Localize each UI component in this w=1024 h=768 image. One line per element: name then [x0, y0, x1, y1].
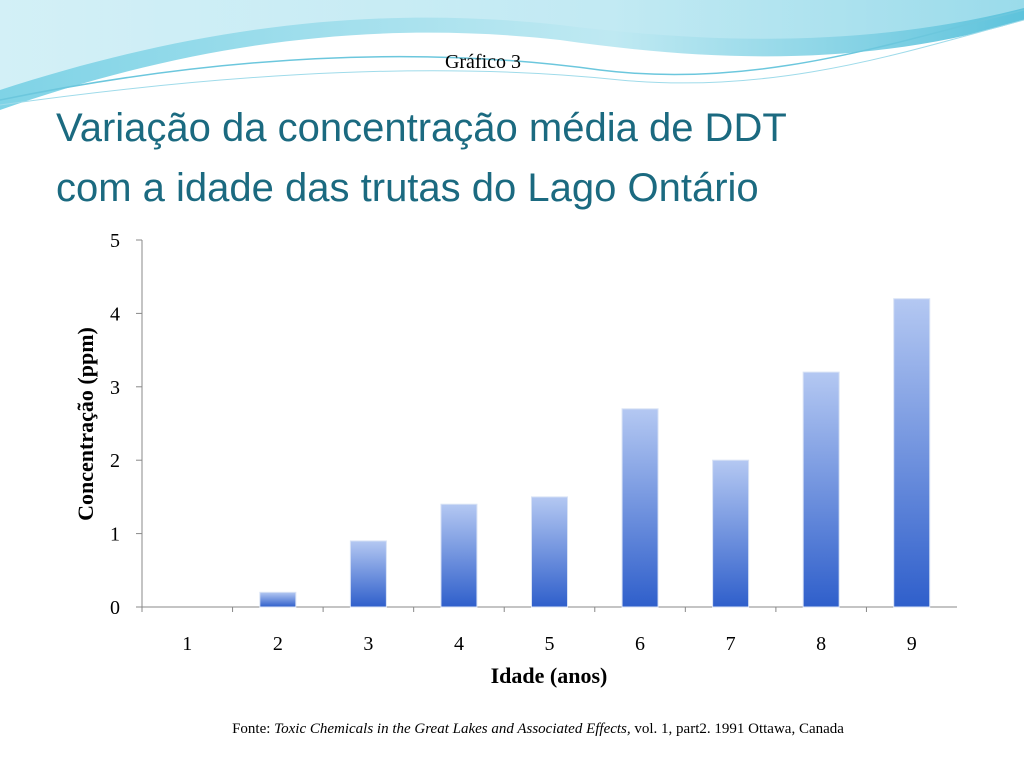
slide-header: Gráfico 3 [445, 51, 521, 73]
y-tick-label: 0 [110, 597, 120, 619]
x-tick-label: 2 [273, 633, 283, 655]
source-note: Fonte: Toxic Chemicals in the Great Lake… [232, 721, 844, 737]
source-prefix: Fonte: [232, 721, 274, 737]
x-tick-label: 1 [182, 633, 192, 655]
x-tick-label: 7 [726, 633, 736, 655]
y-axis-label: Concentração (ppm) [73, 327, 98, 521]
title-line: com a idade das trutas do Lago Ontário [56, 166, 759, 210]
bar [440, 503, 478, 608]
y-tick-label: 4 [110, 303, 120, 325]
bar [621, 408, 659, 608]
bar [349, 540, 387, 608]
x-tick-label: 3 [363, 633, 373, 655]
title-line: Variação da concentração média de DDT [56, 106, 787, 150]
bar [712, 459, 750, 608]
plot: 0 1 2 3 4 5 1 2 3 4 5 6 7 8 9 [110, 230, 957, 655]
y-tick-label: 5 [110, 230, 120, 252]
bar [802, 371, 840, 608]
x-axis-label: Idade (anos) [491, 663, 608, 688]
x-tick-label: 8 [816, 633, 826, 655]
bar [531, 496, 568, 608]
y-tick-label: 2 [110, 450, 120, 472]
x-tick-label: 5 [545, 633, 555, 655]
x-tick-label: 6 [635, 633, 645, 655]
source-title: Toxic Chemicals in the Great Lakes and A… [274, 721, 630, 737]
bar [259, 591, 297, 608]
y-tick-label: 3 [110, 377, 120, 399]
top-decoration [0, 0, 1024, 110]
bar [893, 298, 931, 608]
y-tick-label: 1 [110, 524, 120, 546]
x-tick-label: 9 [907, 633, 917, 655]
source-suffix: vol. 1, part2. 1991 Ottawa, Canada [631, 721, 845, 737]
x-tick-label: 4 [454, 633, 464, 655]
